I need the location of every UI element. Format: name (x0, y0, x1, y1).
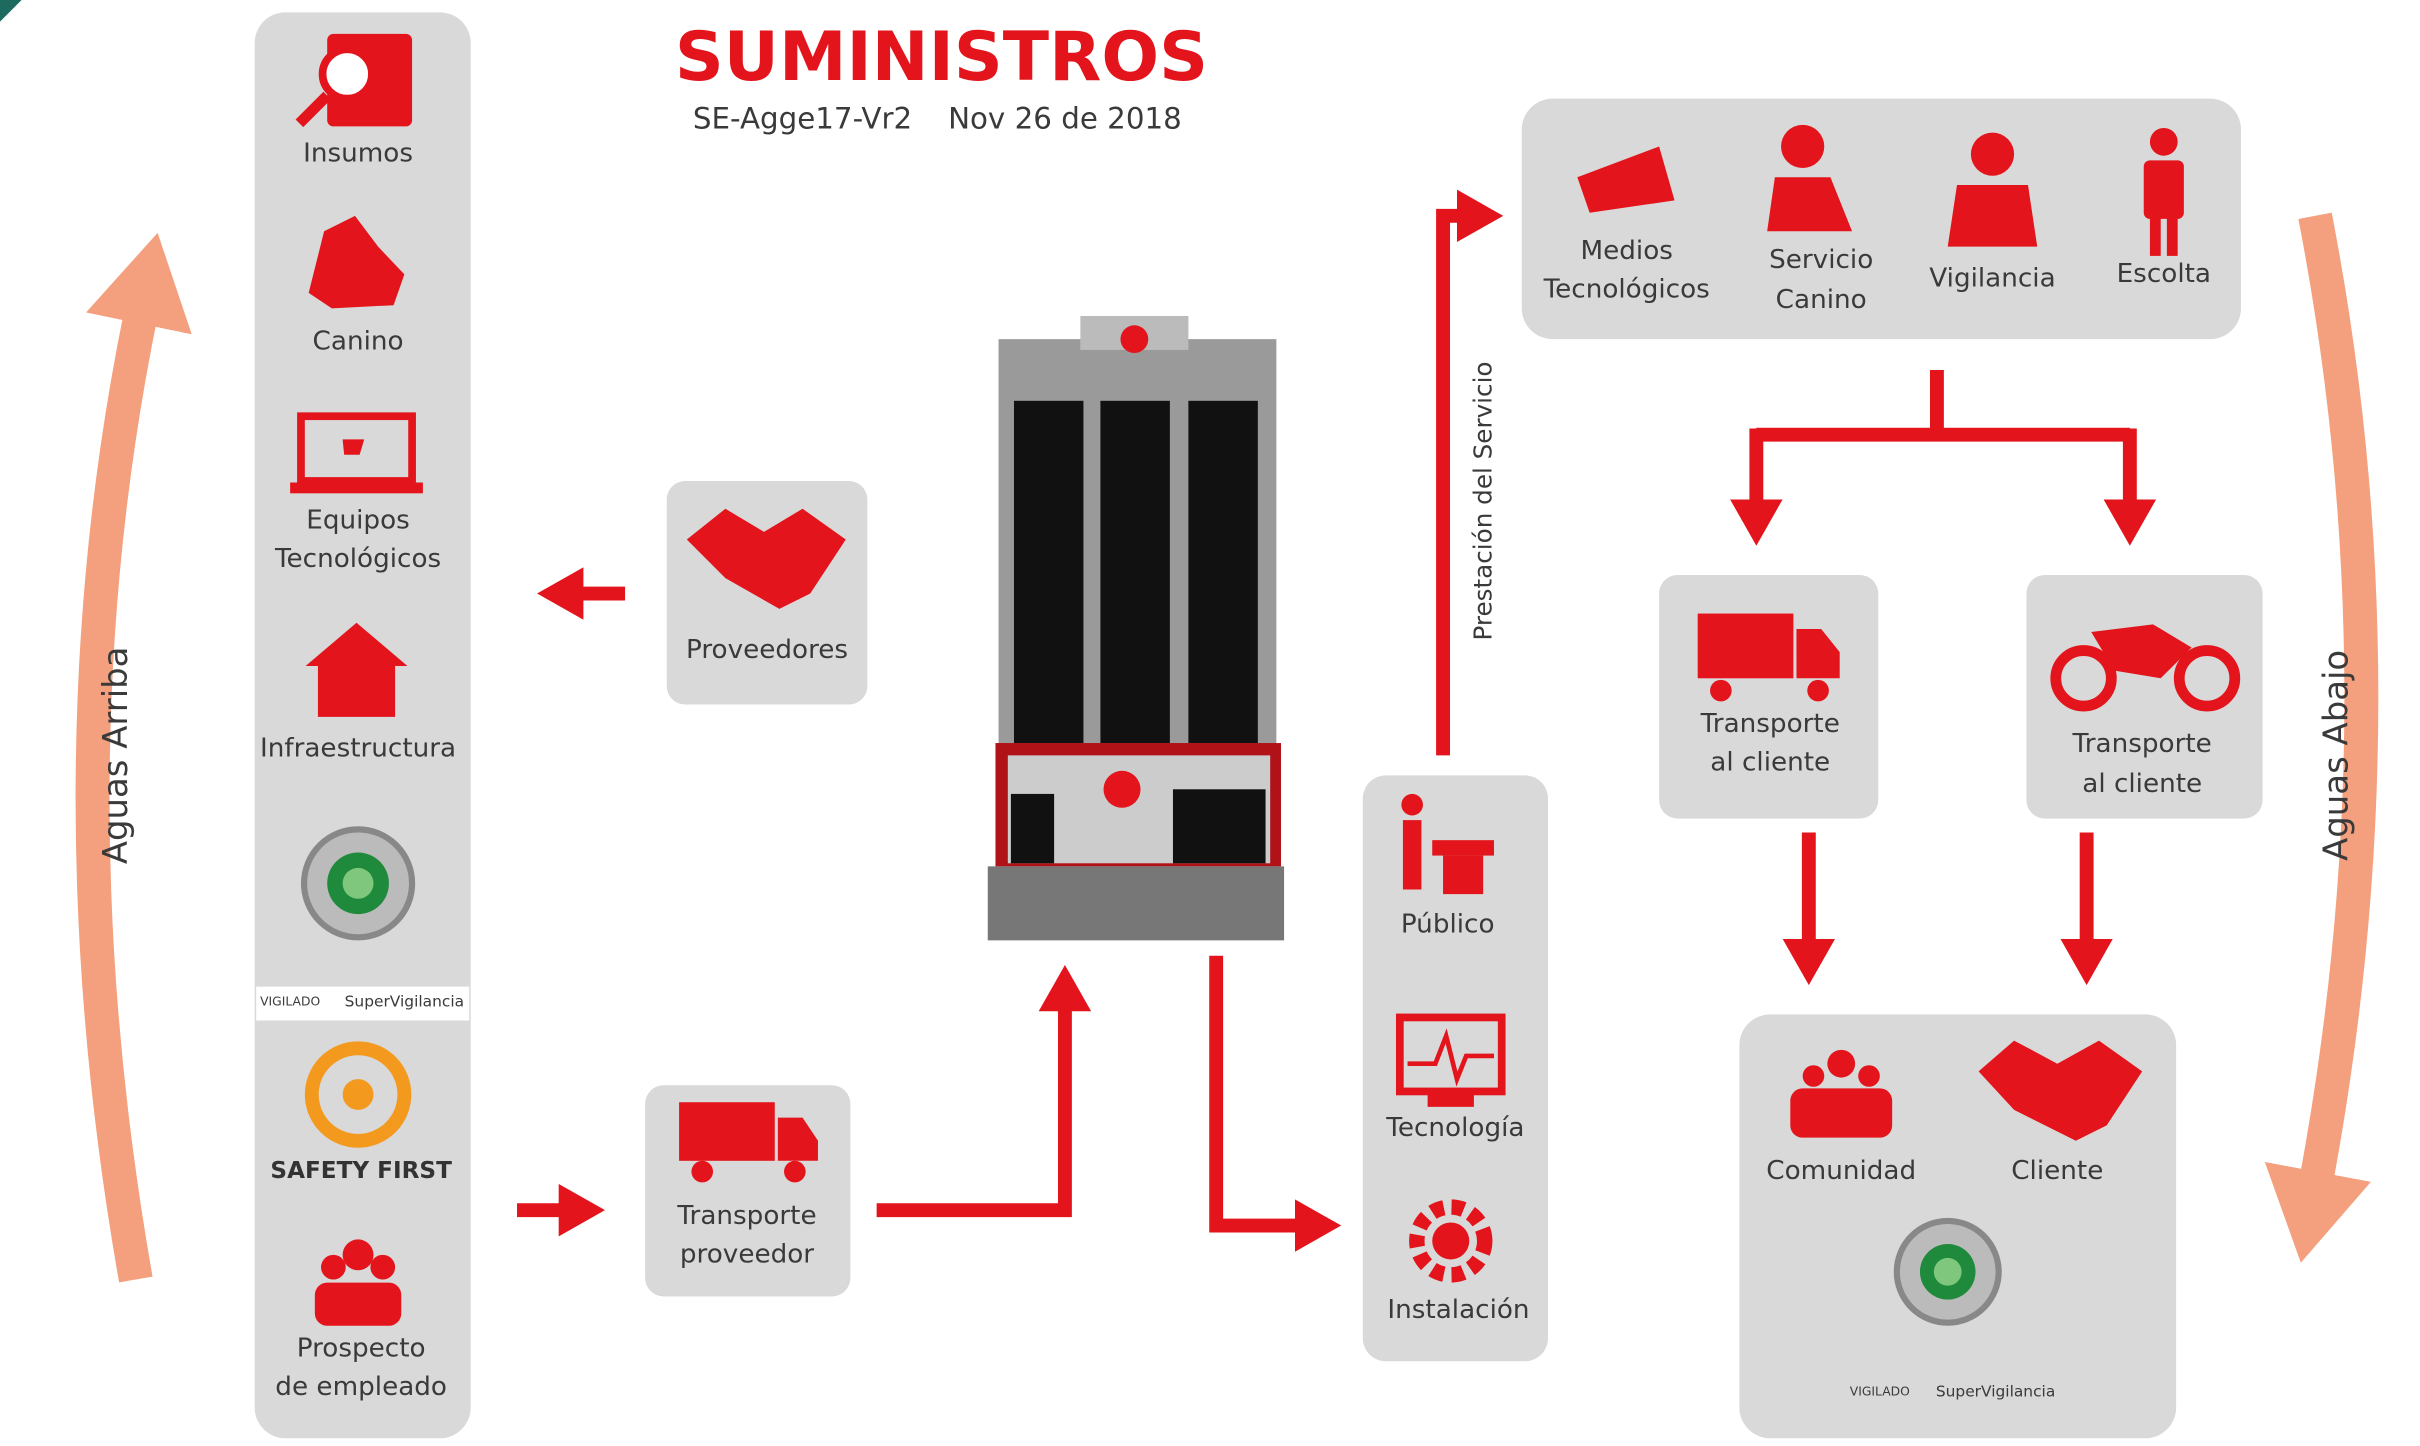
building-part (1104, 771, 1141, 808)
icon-empleado-part (370, 1255, 395, 1280)
doc-date: Nov 26 de 2018 (948, 102, 1182, 136)
icon-comunidad-part (1790, 1088, 1892, 1137)
supply-label: Infraestructura (260, 734, 456, 764)
side-label-right: Aguas Abajo (2318, 650, 2357, 861)
seal (1897, 1221, 1999, 1323)
icon-truck-part (1698, 614, 1794, 679)
doc-code: SE-Agge17-Vr2 (693, 102, 912, 136)
icon-publico-part (1403, 820, 1422, 889)
channel-label: Instalación (1387, 1295, 1529, 1325)
icon-comunidad-part (1827, 1050, 1855, 1078)
service-label: Escolta (2117, 259, 2211, 289)
building-part (1188, 401, 1257, 743)
service-label: Medios (1580, 236, 1672, 266)
icon-instalacion-part (1432, 1222, 1469, 1259)
icon-insumos-part (323, 49, 372, 98)
side-label-left: Aguas Arriba (97, 647, 136, 865)
icon-vigilancia-part (1971, 133, 2014, 176)
seal-entity: SuperVigilancia (345, 993, 464, 1011)
service-label: Servicio (1769, 245, 1873, 275)
supply-label: Equipos (306, 506, 410, 536)
page: { "header": {"title": "SUMINISTROS", "co… (0, 0, 2420, 1446)
recipient-label: Cliente (2011, 1156, 2103, 1186)
seal (304, 829, 412, 937)
delivery-label: al cliente (2082, 769, 2202, 799)
channel-label: Público (1401, 909, 1495, 939)
icon-publico-part (1443, 856, 1483, 895)
seal-part (343, 868, 374, 899)
delivery-label: al cliente (1710, 748, 1830, 778)
building-part (1011, 794, 1054, 863)
supplier-transport-label: Transporte (676, 1201, 816, 1231)
icon-comunidad-part (1803, 1065, 1825, 1087)
supply-label: Insumos (303, 139, 413, 169)
icon-escolta-part (2150, 216, 2161, 256)
icon-comunidad-part (1858, 1065, 1880, 1087)
delivery-box (1659, 575, 1878, 819)
icon-empleado-part (315, 1283, 401, 1326)
icon-truck-part (784, 1161, 806, 1183)
icon-truck-part (679, 1102, 775, 1161)
icon-vigilancia-part (1948, 185, 2038, 247)
icon-truck-part (691, 1161, 713, 1183)
icon-escolta-part (2167, 216, 2178, 256)
arrow (1443, 216, 1466, 756)
icon-canino-servicio-part (1781, 125, 1824, 168)
supply-label: Tecnológicos (274, 544, 441, 574)
icon-truck-part (1710, 680, 1732, 702)
diagram: SUMINISTROS SE-Agge17-Vr2 Nov 26 de 2018… (0, 0, 2420, 1446)
safety-logo-part (343, 1079, 374, 1110)
building-part (988, 866, 1284, 940)
channel-label: Tecnología (1385, 1113, 1524, 1143)
arrow (1216, 956, 1304, 1226)
icon-truck-part (1807, 680, 1829, 702)
supply-label: Canino (313, 327, 404, 357)
recipient-label: Comunidad (1766, 1156, 1916, 1186)
delivery-label: Transporte (1700, 709, 1840, 739)
employee-label: de empleado (275, 1372, 447, 1402)
icon-escolta-part (2144, 160, 2184, 219)
title: SUMINISTROS (675, 18, 1208, 97)
icon-empleado-part (343, 1239, 374, 1270)
seal-vigilado: VIGILADO (1850, 1385, 1910, 1399)
seal-entity: SuperVigilancia (1936, 1383, 2055, 1401)
delivery-label: Transporte (2072, 729, 2212, 759)
service-label: Canino (1776, 285, 1867, 315)
arrow (877, 1002, 1065, 1210)
building-part (1120, 325, 1148, 353)
supplier-transport-label: proveedor (680, 1239, 814, 1269)
icon-escolta-part (2150, 128, 2178, 156)
building-part (1100, 401, 1169, 743)
service-flow-label: Prestación del Servicio (1469, 362, 1498, 641)
service-label: Vigilancia (1929, 264, 2055, 294)
icon-publico-part (1401, 794, 1423, 816)
safety-text: SAFETY FIRST (270, 1158, 452, 1184)
icon-tecnologia-part (1428, 1095, 1474, 1107)
building (988, 316, 1284, 940)
seal-part (1934, 1258, 1962, 1286)
employee-label: Prospecto (297, 1333, 426, 1363)
seal-vigilado: VIGILADO (260, 995, 320, 1009)
service-label: Tecnológicos (1543, 274, 1710, 304)
providers-label: Proveedores (686, 635, 848, 665)
building-part (1173, 789, 1266, 863)
building-part (1014, 401, 1083, 743)
corner-mark (0, 0, 22, 22)
icon-publico-part (1432, 840, 1494, 855)
icon-equipos-part (290, 483, 423, 494)
icon-empleado-part (321, 1255, 346, 1280)
